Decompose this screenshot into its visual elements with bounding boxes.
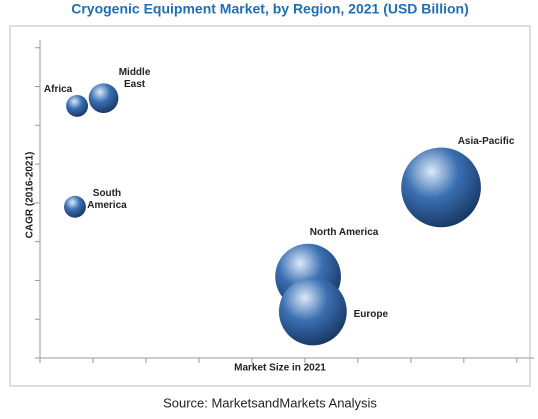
y-axis-label: CAGR (2016-2021) (25, 152, 36, 239)
bubble-label: Asia-Pacific (457, 136, 515, 148)
bubble-label: Africa (43, 83, 73, 95)
bubble (88, 83, 119, 114)
chart-border (9, 25, 531, 387)
bubble-label: Europe (353, 309, 389, 321)
bubble-label: North America (309, 226, 379, 238)
chart-title: Cryogenic Equipment Market, by Region, 2… (71, 1, 469, 17)
source-note: Source: MarketsandMarkets Analysis (163, 395, 377, 410)
bubble (278, 277, 347, 346)
bubble (66, 94, 89, 117)
bubble (401, 147, 481, 228)
bubble-label: South America (87, 187, 127, 211)
x-axis-label: Market Size in 2021 (234, 363, 326, 374)
bubble-label: Middle East (118, 67, 151, 91)
bubble (64, 195, 86, 218)
